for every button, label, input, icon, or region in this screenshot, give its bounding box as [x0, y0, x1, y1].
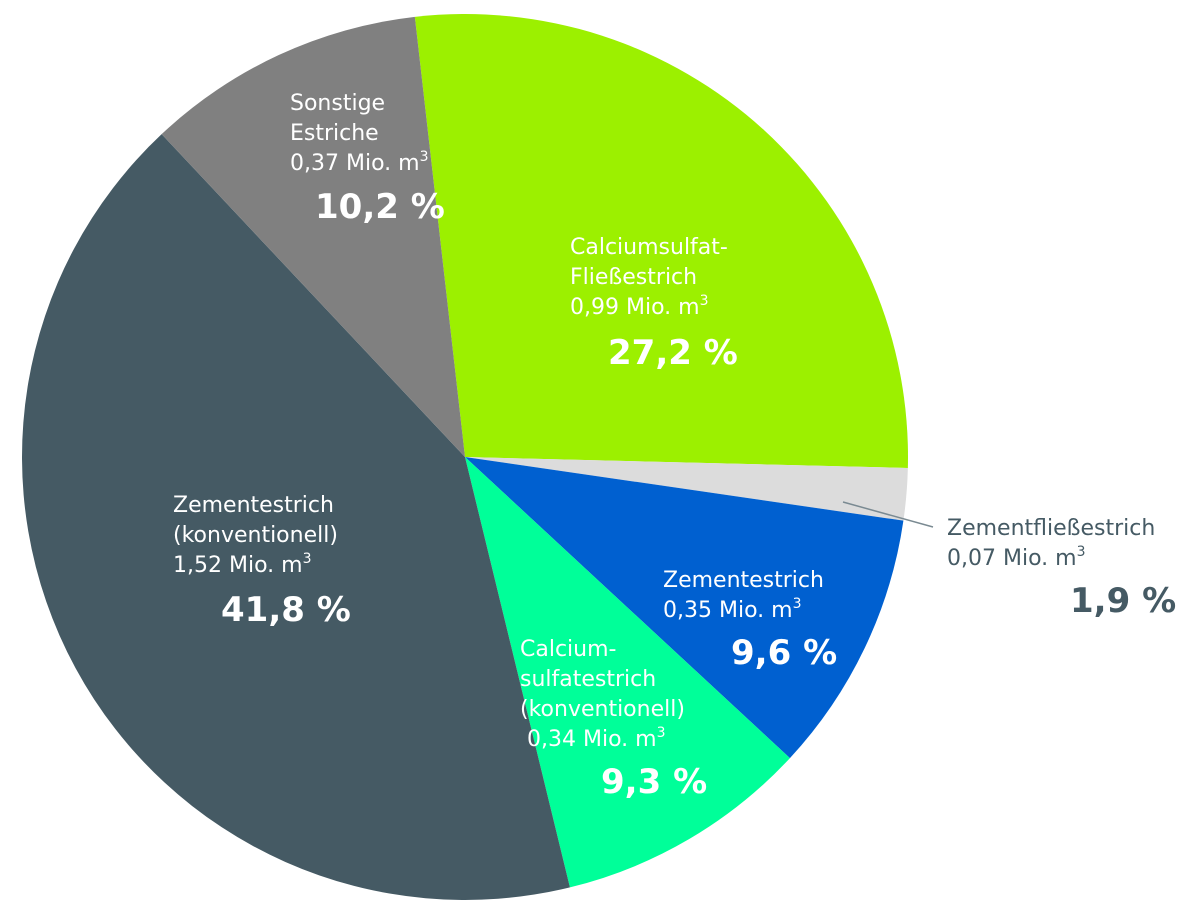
- slice-name-line: (konventionell): [173, 523, 338, 548]
- pie-label-zementestrich: Zementestrich 0,35 Mio. m3 9,6 %: [663, 568, 837, 673]
- slice-percent: 9,6 %: [731, 633, 837, 673]
- slice-name-line: Calciumsulfat-: [570, 235, 728, 260]
- pie-label-calciumsulfatestrich-konventionell: Calcium-sulfatestrich (konventionell) 0,34…: [520, 637, 707, 802]
- slice-amount: 0,99 Mio. m3: [570, 293, 708, 320]
- pie-slice-calciumsulfat-fliessestrich: [414, 14, 908, 468]
- slice-name-line: Fließestrich: [570, 265, 697, 290]
- slice-name-line: Zementestrich: [663, 568, 824, 593]
- slice-name-line: (konventionell): [520, 697, 685, 722]
- slice-percent: 1,9 %: [1070, 581, 1176, 621]
- slice-amount: 1,52 Mio. m3: [173, 551, 311, 578]
- slice-name-line: Estriche: [290, 121, 379, 146]
- pie-slice-zementfliessestrich: [465, 457, 908, 521]
- slice-name-line: Calcium-: [520, 637, 616, 662]
- zementfliessestrich-leader-line: [842, 501, 934, 528]
- pie-label-zementestrich-konventionell: Zementestrich (konventionell) 1,52 Mio. m3…: [173, 493, 351, 630]
- slice-amount: 0,37 Mio. m3: [290, 149, 428, 176]
- slice-amount: 0,07 Mio. m3: [947, 544, 1085, 571]
- slice-percent: 41,8 %: [221, 590, 351, 630]
- pie-slice-calciumsulfatestrich-konventionell: [465, 457, 790, 888]
- pie-label-sonstige-estriche: Sonstige Estriche 0,37 Mio. m3 10,2 %: [290, 91, 445, 227]
- pie-slices: [21, 14, 908, 900]
- slice-name-line: Sonstige: [290, 91, 385, 116]
- slice-percent: 9,3 %: [601, 762, 707, 802]
- slice-name-line: Zementfließestrich: [947, 516, 1155, 541]
- slice-percent: 27,2 %: [608, 333, 738, 373]
- pie-slice-zementestrich: [465, 457, 904, 759]
- slice-percent: 10,2 %: [315, 187, 445, 227]
- pie-slice-zementestrich-konventionell: [21, 134, 570, 900]
- pie-label-zementfliessestrich: Zementfließestrich 0,07 Mio. m3 1,9 %: [947, 516, 1176, 621]
- slice-amount: 0,35 Mio. m3: [663, 596, 801, 623]
- pie-label-calciumsulfat-fliessestrich: Calciumsulfat- Fließestrich 0,99 Mio. m3 27…: [570, 235, 738, 373]
- pie-labels: Calciumsulfat- Fließestrich 0,99 Mio. m3 27…: [173, 91, 1176, 802]
- slice-name-line: sulfatestrich: [520, 667, 656, 692]
- pie-slice-sonstige-estriche: [161, 16, 465, 458]
- slice-name-line: Zementestrich: [173, 493, 334, 518]
- slice-amount: 0,34 Mio. m3: [527, 725, 665, 752]
